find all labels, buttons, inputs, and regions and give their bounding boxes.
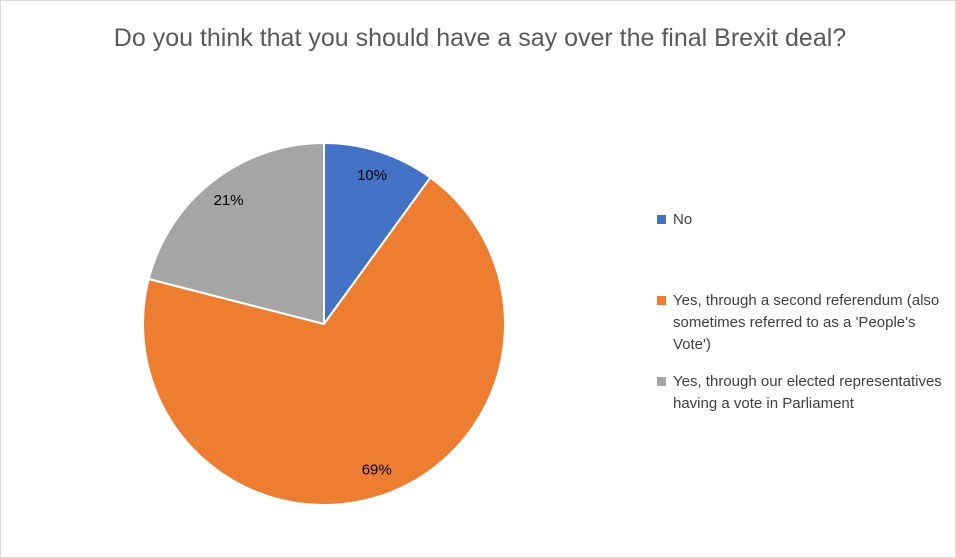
data-label-elected-representatives: 21% xyxy=(214,192,244,209)
pie-slice-no xyxy=(323,141,432,328)
legend-swatch-elected-representatives xyxy=(657,377,666,386)
legend-item-second-referendum: Yes, through a second referendum (also s… xyxy=(657,290,953,356)
chart-title: Do you think that you should have a say … xyxy=(113,24,847,52)
data-label-second-referendum: 69% xyxy=(362,461,392,478)
legend-swatch-second-referendum xyxy=(657,296,666,305)
data-label-no: 10% xyxy=(357,167,387,184)
legend-label-second-referendum: Yes, through a second referendum (also s… xyxy=(673,292,940,353)
legend-swatch-no xyxy=(657,215,666,224)
legend-item-no: No xyxy=(657,209,953,231)
pie-slice-second-referendum xyxy=(142,176,506,506)
legend-item-elected-representatives: Yes, through our elected representatives… xyxy=(657,371,953,415)
legend-label-elected-representatives: Yes, through our elected representatives… xyxy=(673,373,942,412)
legend-label-no: No xyxy=(673,211,693,228)
pie-slice-elected-representatives xyxy=(147,141,325,326)
